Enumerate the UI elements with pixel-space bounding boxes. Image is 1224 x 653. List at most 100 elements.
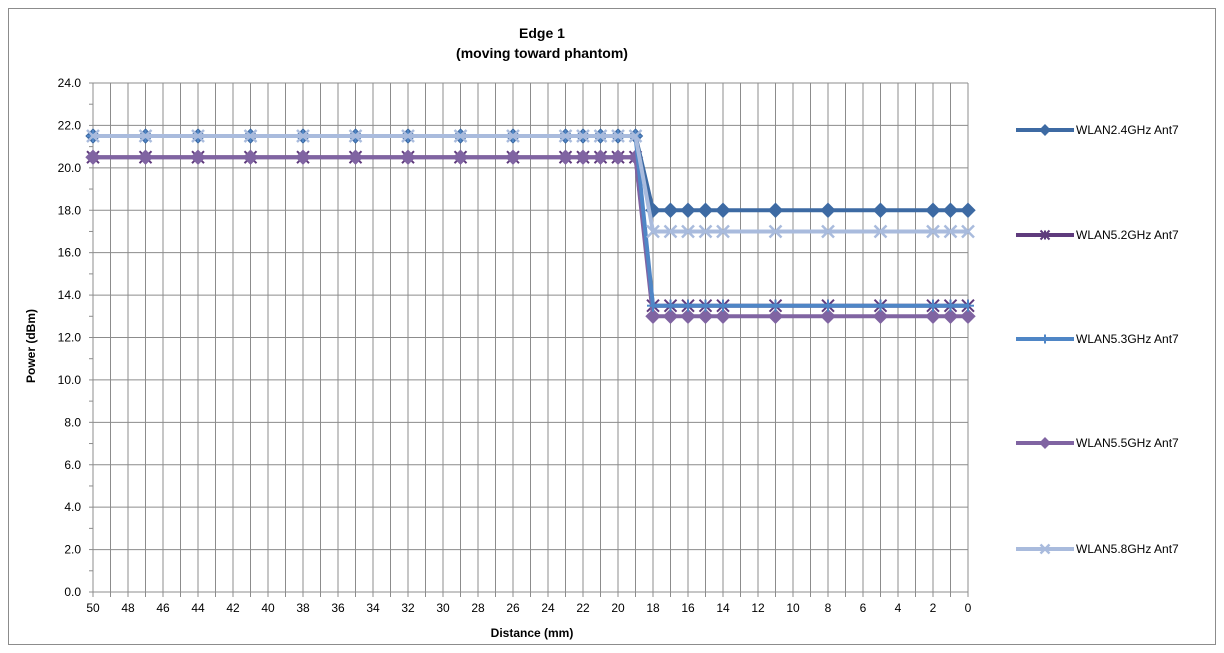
y-tick-label: 22.0 bbox=[58, 118, 82, 132]
data-marker bbox=[1039, 124, 1051, 136]
x-tick-label: 50 bbox=[86, 601, 100, 615]
data-marker bbox=[927, 299, 939, 312]
data-marker bbox=[86, 129, 100, 143]
x-tick-label: 18 bbox=[646, 601, 660, 615]
chart-frame bbox=[8, 8, 1216, 645]
x-tick-label: 36 bbox=[331, 601, 345, 615]
x-tick-label: 38 bbox=[296, 601, 310, 615]
data-marker bbox=[960, 308, 976, 324]
x-tick-label: 10 bbox=[786, 601, 800, 615]
x-tick-label: 16 bbox=[681, 601, 695, 615]
data-marker bbox=[822, 299, 834, 312]
x-tick-label: 24 bbox=[541, 601, 555, 615]
data-marker bbox=[821, 224, 835, 239]
legend: WLAN2.4GHz Ant7 WLAN5.2GHz Ant7 WLAN5.3GHz… bbox=[1016, 123, 1179, 556]
data-marker bbox=[698, 224, 713, 239]
x-tick-label: 48 bbox=[121, 601, 135, 615]
chart-subtitle: (moving toward phantom) bbox=[456, 45, 628, 61]
data-marker bbox=[873, 224, 888, 239]
data-marker bbox=[820, 202, 836, 218]
legend-item: WLAN5.2GHz Ant7 bbox=[1016, 228, 1179, 242]
x-tick-label: 20 bbox=[611, 601, 625, 615]
series-layer bbox=[85, 128, 976, 324]
data-marker bbox=[592, 149, 609, 165]
x-tick-label: 40 bbox=[261, 601, 275, 615]
x-tick-label: 34 bbox=[366, 601, 380, 615]
data-marker bbox=[767, 202, 784, 218]
data-marker bbox=[768, 224, 783, 239]
data-marker bbox=[593, 129, 608, 143]
data-marker bbox=[400, 149, 416, 165]
x-tick-label: 0 bbox=[965, 601, 972, 615]
data-marker bbox=[1039, 229, 1051, 241]
data-marker bbox=[925, 308, 941, 324]
chart-title: Edge 1 bbox=[519, 25, 565, 41]
legend-item: WLAN2.4GHz Ant7 bbox=[1016, 123, 1179, 137]
data-marker bbox=[820, 308, 836, 324]
x-tick-label: 44 bbox=[191, 601, 205, 615]
data-marker bbox=[557, 149, 574, 165]
data-marker bbox=[646, 224, 660, 239]
data-marker bbox=[610, 149, 626, 165]
data-marker bbox=[575, 149, 591, 165]
data-marker bbox=[699, 299, 712, 312]
data-marker bbox=[926, 224, 940, 239]
y-tick-label: 18.0 bbox=[58, 203, 82, 217]
x-tick-label: 8 bbox=[825, 601, 832, 615]
legend-label: WLAN5.5GHz Ant7 bbox=[1076, 436, 1179, 450]
data-marker bbox=[697, 202, 714, 218]
data-marker bbox=[1039, 543, 1051, 555]
data-marker bbox=[664, 299, 677, 312]
data-marker bbox=[190, 149, 206, 165]
y-tick-label: 20.0 bbox=[58, 161, 82, 175]
data-marker bbox=[506, 129, 520, 143]
data-marker bbox=[769, 299, 782, 312]
legend-label: WLAN5.8GHz Ant7 bbox=[1076, 542, 1179, 556]
legend-item: WLAN5.8GHz Ant7 bbox=[1016, 542, 1179, 556]
gridlines bbox=[92, 82, 969, 593]
data-marker bbox=[505, 149, 521, 165]
y-tick-label: 0.0 bbox=[64, 585, 81, 599]
data-marker bbox=[944, 299, 957, 312]
data-marker bbox=[925, 202, 941, 218]
data-marker bbox=[401, 129, 415, 143]
legend-label: WLAN5.3GHz Ant7 bbox=[1076, 332, 1179, 346]
data-marker bbox=[716, 224, 730, 239]
x-tick-label: 6 bbox=[860, 601, 867, 615]
x-tick-label: 14 bbox=[716, 601, 730, 615]
tick-labels: 50 48 46 44 42 40 38 36 34 32 30 28 26 24 22 20 18 16 14 12… bbox=[58, 76, 972, 615]
data-marker bbox=[191, 129, 205, 143]
data-marker bbox=[962, 299, 974, 312]
data-marker bbox=[960, 202, 976, 218]
y-tick-label: 16.0 bbox=[58, 246, 82, 260]
x-tick-label: 12 bbox=[751, 601, 765, 615]
data-marker bbox=[662, 202, 679, 218]
data-marker bbox=[767, 308, 784, 324]
data-marker bbox=[138, 129, 153, 143]
data-marker bbox=[942, 308, 959, 324]
data-marker bbox=[452, 149, 469, 165]
data-marker bbox=[628, 129, 643, 143]
data-marker bbox=[715, 202, 731, 218]
data-marker bbox=[295, 149, 311, 165]
data-marker bbox=[576, 129, 590, 143]
data-marker bbox=[663, 224, 678, 239]
data-marker bbox=[961, 224, 975, 239]
data-marker bbox=[453, 129, 468, 143]
y-tick-label: 6.0 bbox=[64, 458, 81, 472]
series-wlan5-8ghz-ant7 bbox=[86, 129, 975, 239]
data-marker bbox=[1039, 437, 1051, 449]
x-tick-label: 32 bbox=[401, 601, 415, 615]
data-marker bbox=[242, 149, 259, 165]
y-tick-label: 8.0 bbox=[64, 415, 81, 429]
x-tick-label: 28 bbox=[471, 601, 485, 615]
y-tick-label: 24.0 bbox=[58, 76, 82, 90]
legend-item: WLAN5.5GHz Ant7 bbox=[1016, 436, 1179, 450]
data-marker bbox=[872, 202, 889, 218]
data-marker bbox=[680, 308, 696, 324]
x-tick-label: 42 bbox=[226, 601, 240, 615]
data-marker bbox=[680, 202, 696, 218]
data-marker bbox=[137, 149, 154, 165]
legend-item: WLAN5.3GHz Ant7 bbox=[1016, 332, 1179, 346]
legend-label: WLAN5.2GHz Ant7 bbox=[1076, 228, 1179, 242]
